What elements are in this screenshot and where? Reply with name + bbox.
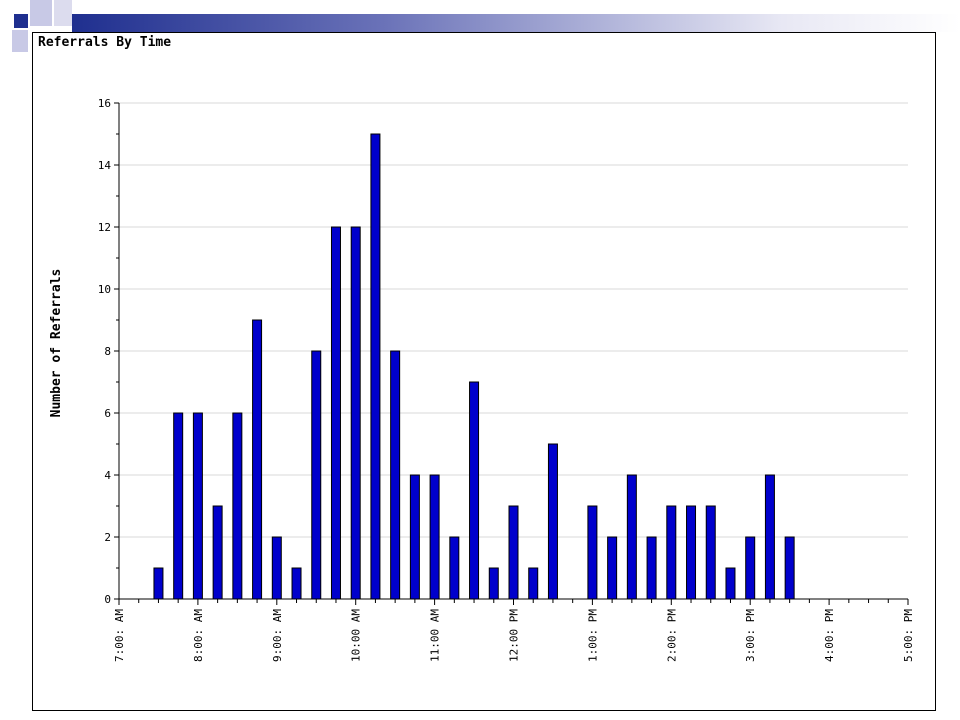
slide-decor-square-light-3 (12, 30, 28, 52)
x-tick-label: 2:00: PM (665, 609, 678, 662)
bar (370, 133, 381, 600)
bar (390, 350, 401, 600)
bar (626, 474, 637, 600)
bar (488, 567, 499, 600)
bar (686, 505, 697, 600)
x-tick-label: 3:00: PM (744, 609, 757, 662)
bar (429, 474, 440, 600)
bar (607, 536, 618, 600)
bar (291, 567, 302, 600)
bar (252, 319, 263, 600)
bar (409, 474, 420, 600)
bar (587, 505, 598, 600)
bar (784, 536, 795, 600)
x-tick-label: 5:00: PM (902, 609, 915, 662)
bar (330, 226, 341, 600)
chart-title: Referrals By Time (38, 35, 172, 50)
bar (350, 226, 361, 600)
y-tick-label: 4 (104, 469, 111, 482)
chart-plot: Number of Referrals 0 2 4 6 8 10 12 14 16 7:00: A… (49, 97, 915, 662)
bar (508, 505, 519, 600)
x-tick-label: 11:00 AM (429, 609, 442, 662)
bar (745, 536, 756, 600)
x-tick-label: 12:00 PM (508, 609, 521, 662)
y-axis-label: Number of Referrals (49, 269, 64, 418)
x-tick-label: 7:00: AM (113, 609, 126, 662)
y-tick-label: 6 (104, 407, 111, 420)
y-tick-label: 14 (98, 159, 112, 172)
slide-decor-gradient-bar (72, 14, 960, 32)
slide-decor-square-dark (14, 14, 28, 28)
y-tick-label: 16 (98, 97, 111, 110)
x-tick-label: 10:00 AM (350, 609, 363, 662)
x-tick-label: 4:00: PM (823, 609, 836, 662)
bar (705, 505, 716, 600)
bar (449, 536, 460, 600)
bar (764, 474, 775, 600)
bar (666, 505, 677, 600)
slide-decor-square-light-1 (30, 0, 52, 26)
x-tick-label: 8:00: AM (192, 609, 205, 662)
bar (173, 412, 184, 600)
bar (212, 505, 223, 600)
bar (153, 567, 164, 600)
bar (311, 350, 322, 600)
y-tick-label: 12 (98, 221, 111, 234)
bar (192, 412, 203, 600)
bar (528, 567, 539, 600)
bar (271, 536, 282, 600)
y-tick-label: 2 (104, 531, 111, 544)
x-tick-label: 1:00: PM (586, 609, 599, 662)
y-tick-label: 8 (104, 345, 111, 358)
y-tick-label: 10 (98, 283, 111, 296)
chart-frame: Referrals By Time Number of Referrals 0 2… (32, 32, 936, 711)
bar (232, 412, 243, 600)
bar (646, 536, 657, 600)
x-tick-label: 9:00: AM (271, 609, 284, 662)
bar (547, 443, 558, 600)
bar (469, 381, 480, 600)
bar (725, 567, 736, 600)
slide-decor-square-light-2 (54, 0, 72, 26)
y-tick-label: 0 (104, 593, 111, 606)
